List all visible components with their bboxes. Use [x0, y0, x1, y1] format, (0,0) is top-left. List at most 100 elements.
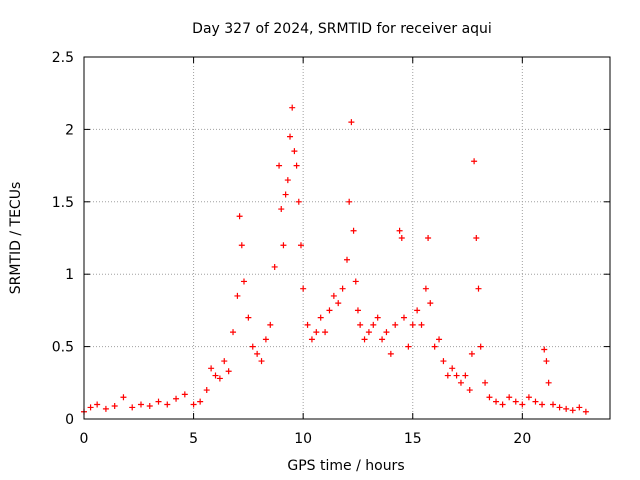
x-tick-label: 5: [189, 431, 198, 447]
data-point: [271, 263, 278, 270]
data-point: [137, 401, 144, 408]
y-tick-label: 2: [65, 122, 74, 138]
data-point: [405, 343, 412, 350]
data-point: [543, 358, 550, 365]
data-point: [576, 404, 583, 411]
data-point: [240, 278, 247, 285]
data-point: [482, 379, 489, 386]
data-points: [81, 104, 589, 415]
data-point: [466, 387, 473, 394]
data-point: [181, 391, 188, 398]
data-point: [425, 235, 432, 241]
data-point: [278, 206, 285, 213]
data-point: [245, 314, 252, 321]
data-point: [409, 321, 416, 328]
x-axis-ticks: 0 5 10 15 20: [80, 57, 531, 447]
data-point: [335, 300, 342, 307]
y-tick-label: 1: [65, 267, 74, 283]
data-point: [357, 321, 364, 328]
data-point: [370, 321, 377, 328]
data-point: [418, 321, 425, 328]
y-tick-label: 2.5: [52, 50, 74, 66]
data-point: [444, 372, 451, 379]
data-point: [225, 368, 232, 375]
data-point: [304, 321, 311, 328]
data-point: [173, 395, 180, 402]
data-point: [216, 375, 223, 382]
data-point: [379, 336, 386, 343]
x-axis-label: GPS time / hours: [287, 458, 404, 474]
data-point: [440, 358, 447, 365]
data-point: [550, 401, 557, 408]
x-tick-label: 0: [80, 431, 89, 447]
data-point: [164, 401, 171, 408]
x-tick-label: 10: [294, 431, 312, 447]
data-point: [284, 177, 291, 184]
data-point: [457, 379, 464, 386]
y-axis-label: SRMTID / TECUs: [8, 182, 24, 295]
data-point: [346, 198, 353, 205]
data-point: [422, 285, 429, 292]
data-point: [541, 346, 548, 353]
y-tick-label: 0.5: [52, 340, 74, 356]
y-tick-label: 0: [65, 412, 74, 428]
data-point: [254, 350, 261, 357]
data-point: [462, 372, 469, 379]
data-point: [293, 162, 300, 169]
data-point: [361, 336, 368, 343]
data-point: [234, 292, 241, 299]
data-point: [493, 398, 500, 405]
data-point: [326, 307, 333, 314]
data-point: [563, 405, 570, 412]
data-point: [545, 379, 552, 386]
grid-lines: [84, 57, 610, 419]
data-point: [468, 350, 475, 357]
data-point: [295, 198, 302, 205]
data-point: [300, 285, 307, 292]
data-point: [374, 314, 381, 321]
data-point: [431, 343, 438, 350]
data-point: [398, 235, 405, 241]
data-point: [475, 285, 482, 292]
data-point: [486, 394, 493, 401]
chart-title: Day 327 of 2024, SRMTID for receiver aqu…: [192, 21, 492, 37]
data-point: [258, 358, 265, 365]
data-point: [94, 401, 101, 408]
data-point: [236, 213, 243, 220]
data-point: [262, 336, 269, 343]
data-point: [197, 398, 204, 405]
data-point: [291, 148, 298, 155]
data-point: [308, 336, 315, 343]
data-point: [414, 307, 421, 314]
data-point: [297, 242, 304, 249]
data-point: [322, 329, 329, 336]
data-point: [392, 321, 399, 328]
data-point: [383, 329, 390, 336]
data-point: [87, 404, 94, 411]
data-point: [249, 343, 256, 350]
data-point: [556, 404, 563, 411]
data-point: [120, 394, 127, 401]
data-point: [525, 394, 532, 401]
data-point: [287, 133, 294, 140]
data-point: [512, 398, 519, 405]
data-point: [532, 398, 539, 405]
data-point: [473, 235, 480, 241]
data-point: [582, 408, 589, 415]
data-point: [280, 242, 287, 249]
data-point: [267, 321, 274, 328]
data-point: [289, 104, 296, 111]
data-point: [155, 398, 162, 405]
data-point: [230, 329, 237, 336]
data-point: [344, 256, 350, 263]
data-point: [190, 401, 197, 408]
data-point: [111, 402, 118, 409]
data-point: [212, 372, 219, 379]
plot-frame: [83, 56, 611, 420]
y-axis-ticks: 0 0.5 1 1.5 2 2.5: [52, 50, 610, 428]
data-point: [453, 372, 460, 379]
data-point: [569, 407, 576, 414]
y-tick-label: 1.5: [52, 195, 74, 211]
data-point: [330, 292, 337, 299]
